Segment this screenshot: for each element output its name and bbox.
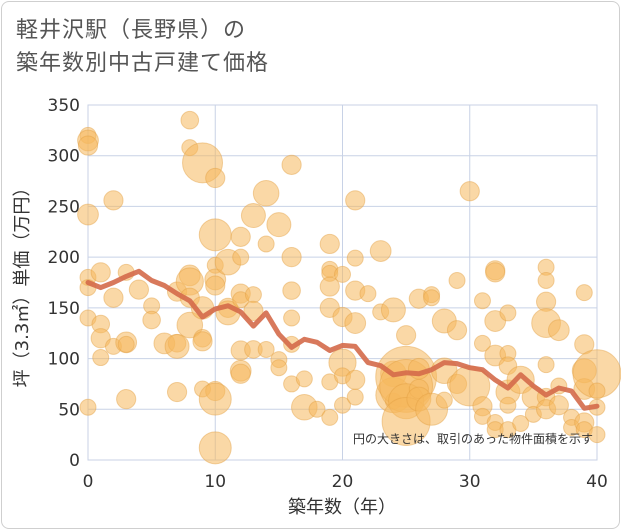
data-bubble [423, 289, 441, 307]
data-bubble [128, 279, 149, 300]
chart-title: 軽井沢駅（長野県）の 築年数別中古戸建て価格 [16, 14, 269, 80]
data-bubble [283, 309, 301, 327]
data-bubble [512, 414, 530, 432]
data-bubble [321, 408, 339, 426]
y-tick-labels: 0 50 100 150 200 250 300 350 [48, 96, 80, 471]
data-bubble [230, 363, 251, 384]
y-tick-label: 200 [48, 248, 80, 268]
data-bubble [164, 333, 190, 359]
data-bubble [547, 319, 570, 342]
data-bubble [588, 382, 606, 400]
data-bubble [308, 400, 326, 418]
y-tick-label: 0 [69, 451, 80, 471]
data-bubble [499, 396, 517, 414]
data-bubble [345, 190, 366, 211]
data-bubble [396, 325, 417, 346]
data-bubble [319, 233, 340, 255]
data-bubble [79, 398, 97, 416]
data-bubble [205, 167, 226, 189]
data-bubble [92, 349, 110, 367]
data-bubble [198, 431, 232, 465]
data-bubble [548, 395, 569, 416]
data-bubble [257, 235, 275, 253]
data-bubble [270, 359, 288, 377]
data-bubble [90, 262, 111, 283]
data-bubble [266, 212, 292, 238]
y-tick-label: 100 [48, 350, 80, 370]
data-bubble [485, 262, 506, 283]
data-bubble [334, 396, 351, 414]
average-price-line [85, 268, 600, 411]
data-bubble [506, 365, 535, 394]
data-bubble [198, 382, 232, 416]
y-tick-label: 250 [48, 197, 80, 217]
data-bubble [180, 110, 200, 130]
x-axis-label: 築年数（年） [288, 497, 396, 518]
x-tick-label: 10 [204, 472, 226, 492]
y-tick-label: 150 [48, 299, 80, 319]
data-bubble [281, 247, 302, 268]
data-bubble [198, 218, 232, 252]
x-tick-label: 40 [586, 472, 608, 492]
average-line-group [85, 268, 600, 411]
data-bubble [295, 370, 313, 388]
x-tick-label: 30 [459, 472, 481, 492]
x-tick-label: 20 [332, 472, 354, 492]
data-bubble [334, 265, 351, 283]
data-bubble [281, 154, 302, 175]
data-bubble [473, 292, 491, 310]
data-bubble [380, 297, 406, 323]
data-bubble [459, 181, 480, 202]
data-bubble [103, 190, 124, 211]
data-bubble [575, 284, 593, 302]
y-tick-label: 350 [48, 96, 80, 116]
data-bubble [435, 391, 453, 409]
y-axis-label: 坪（3.3㎡）単価（万円） [11, 179, 33, 388]
bubble-size-note: 円の大きさは、取引のあった物件面積を示す [353, 431, 593, 446]
data-bubble [205, 275, 226, 296]
data-bubble [116, 389, 137, 410]
data-bubble [446, 320, 468, 341]
y-tick-label: 300 [48, 147, 80, 167]
data-bubble [369, 240, 392, 262]
data-bubble [319, 276, 340, 297]
data-bubble [346, 388, 364, 406]
data-bubble [345, 369, 366, 390]
data-bubble [117, 335, 135, 353]
data-bubble [252, 179, 280, 207]
data-bubble [103, 287, 124, 308]
data-bubble [537, 271, 555, 289]
data-bubble [359, 285, 377, 303]
data-bubble [282, 281, 301, 300]
data-bubble [176, 311, 204, 339]
data-bubble [346, 249, 364, 267]
data-bubble [232, 248, 250, 266]
data-bubble [448, 271, 466, 289]
x-tick-labels: 0 10 20 30 40 [83, 472, 608, 492]
x-tick-label: 0 [83, 472, 94, 492]
data-bubble [499, 304, 517, 322]
data-bubble [192, 331, 213, 352]
data-bubble [142, 310, 161, 330]
data-bubble [77, 135, 99, 156]
data-bubble [240, 203, 266, 229]
data-bubble [77, 203, 99, 226]
data-bubble [537, 356, 555, 374]
data-bubble [473, 334, 491, 352]
data-bubble [230, 226, 251, 247]
data-bubble [257, 340, 275, 358]
chart-title-line2: 築年数別中古戸建て価格 [16, 51, 270, 76]
data-bubble [90, 328, 111, 349]
data-bubble [166, 381, 188, 403]
data-bubble [588, 426, 606, 444]
data-bubble [244, 286, 262, 304]
data-bubble [243, 300, 264, 321]
y-tick-label: 50 [58, 400, 80, 420]
chart-title-line1: 軽井沢駅（長野県）の [16, 18, 247, 43]
data-bubble [344, 312, 367, 334]
bubbles [77, 110, 621, 465]
data-bubble [484, 310, 507, 332]
